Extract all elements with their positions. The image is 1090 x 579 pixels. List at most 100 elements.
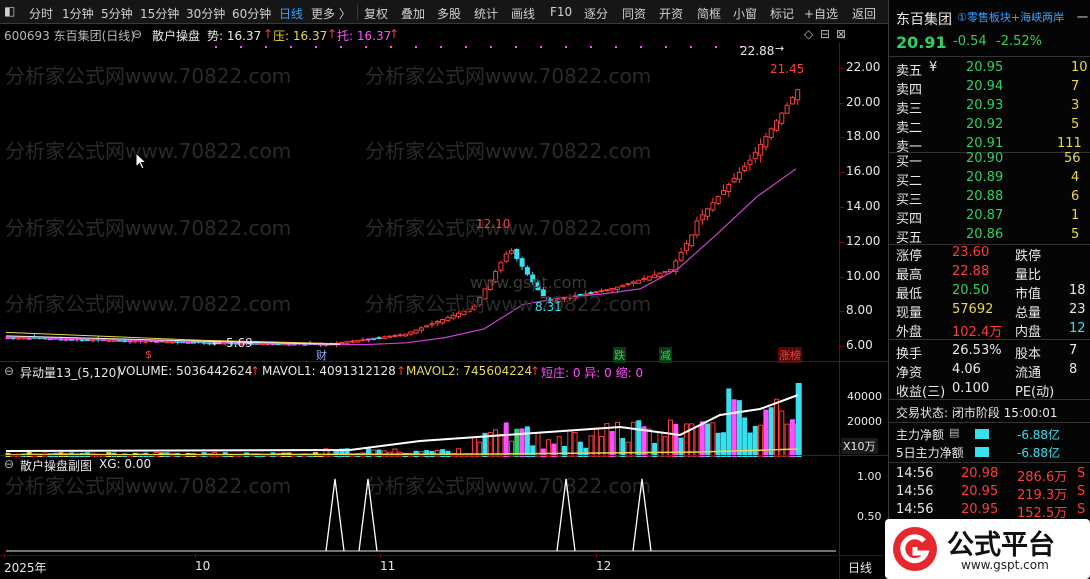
signal-dot bbox=[290, 46, 292, 48]
ask-row[interactable]: 卖五 ¥20.95 10 bbox=[889, 59, 1090, 79]
tab-1min[interactable]: 1分钟 bbox=[62, 7, 94, 21]
stat-row[interactable]: 外盘 102.4万 内盘 12 bbox=[889, 320, 1090, 340]
sub-indicator-name[interactable]: 散户操盘副图 bbox=[20, 459, 93, 473]
tick-row[interactable]: 14:56 20.95 219.3万 S bbox=[889, 483, 1090, 503]
stat-row[interactable]: 最高 22.88 量比 bbox=[889, 263, 1090, 283]
signal-dot bbox=[490, 46, 492, 48]
stat-row[interactable]: 涨停 23.60 跌停 bbox=[889, 244, 1090, 264]
signal-dot bbox=[315, 46, 317, 48]
candle-body bbox=[551, 299, 557, 302]
ask-mark: ¥ bbox=[929, 60, 938, 75]
restore-rights-button[interactable]: 复权 bbox=[364, 7, 389, 21]
candle-body bbox=[222, 342, 228, 345]
tab-fenshi[interactable]: 分时 bbox=[29, 7, 54, 21]
stat-row[interactable]: 最低 20.50 市值 18 bbox=[889, 282, 1090, 302]
fund-row[interactable]: 净资 4.06 流通 8 bbox=[889, 361, 1090, 381]
detail-icon[interactable]: ▤ bbox=[949, 426, 960, 439]
fund-row[interactable]: 收益(三) 0.100 PE(动) bbox=[889, 380, 1090, 400]
candlestick-chart[interactable] bbox=[0, 42, 888, 360]
finance-marker[interactable]: 财 bbox=[316, 349, 327, 362]
minimize-pane-icon[interactable]: ⊟ bbox=[820, 27, 831, 41]
same-fund-button[interactable]: 同资 bbox=[622, 7, 647, 21]
signal-dot bbox=[540, 46, 542, 48]
tab-5min[interactable]: 5分钟 bbox=[101, 7, 133, 21]
bid-row[interactable]: 买三 20.88 6 bbox=[889, 188, 1090, 208]
price-change: -0.54 bbox=[953, 34, 987, 49]
stat-label: 量比 bbox=[1015, 268, 1042, 283]
price-change-pct: -2.52% bbox=[996, 34, 1042, 49]
signal-spike bbox=[325, 478, 345, 552]
bid-row[interactable]: 买四 20.87 1 bbox=[889, 207, 1090, 227]
tick-volume: 152.5万 bbox=[1017, 506, 1068, 521]
tab-15min[interactable]: 15分钟 bbox=[140, 7, 180, 21]
add-watchlist-button[interactable]: +自选 bbox=[804, 7, 839, 21]
fund-row[interactable]: 换手 26.53% 股本 7 bbox=[889, 342, 1090, 362]
overlay-button[interactable]: 叠加 bbox=[401, 7, 426, 21]
indicator-name[interactable]: 散户操盘 bbox=[152, 29, 201, 43]
simple-frame-button[interactable]: 简框 bbox=[697, 7, 722, 21]
reduce-marker[interactable]: 减 bbox=[659, 347, 672, 363]
bid-price: 20.90 bbox=[966, 151, 1004, 166]
diamond-icon[interactable]: ◇ bbox=[804, 27, 814, 41]
candle-body bbox=[524, 267, 530, 275]
fund-label: PE(动) bbox=[1015, 385, 1055, 400]
price-tick-mark bbox=[839, 102, 844, 104]
volume-bar bbox=[774, 398, 779, 457]
candle-body bbox=[90, 339, 96, 342]
sector-tags[interactable]: ①零售板块+海峡两岸 bbox=[957, 11, 1065, 24]
signal-dot bbox=[690, 46, 692, 48]
bid-row[interactable]: 买五 20.86 5 bbox=[889, 226, 1090, 246]
fall-marker[interactable]: 跌 bbox=[613, 347, 626, 363]
tab-more[interactable]: 更多 〉 bbox=[311, 7, 351, 21]
small-window-button[interactable]: 小窗 bbox=[733, 7, 758, 21]
open-fund-button[interactable]: 开资 bbox=[659, 7, 684, 21]
collapse-icon[interactable]: ⊖ bbox=[4, 364, 15, 378]
collapse-icon[interactable]: ⊖ bbox=[4, 457, 15, 471]
tick-row[interactable]: 14:56 20.95 152.5万 S bbox=[889, 501, 1090, 521]
bid-row[interactable]: 买一 20.90 56 bbox=[889, 150, 1090, 170]
signal-dot bbox=[565, 46, 567, 48]
x-tick bbox=[195, 554, 196, 558]
signal-chart[interactable] bbox=[0, 471, 888, 556]
draw-line-button[interactable]: 画线 bbox=[511, 7, 536, 21]
rise-list-marker[interactable]: 涨榜 bbox=[778, 347, 802, 363]
price-tick-mark bbox=[839, 311, 844, 313]
tick-row[interactable]: 14:56 20.98 286.6万 S bbox=[889, 465, 1090, 485]
collapse-icon[interactable]: ⊖ bbox=[132, 27, 143, 41]
ask-row[interactable]: 卖四 20.94 7 bbox=[889, 78, 1090, 98]
bid-row[interactable]: 买二 20.89 4 bbox=[889, 169, 1090, 189]
period-minute-icon[interactable]: ◧ bbox=[4, 4, 16, 18]
tab-daily[interactable]: 日线 bbox=[279, 7, 304, 21]
ask-price: 20.94 bbox=[966, 79, 1004, 94]
x-tick bbox=[380, 554, 381, 558]
tab-30min[interactable]: 30分钟 bbox=[186, 7, 226, 21]
ask-row[interactable]: 卖二 20.92 5 bbox=[889, 116, 1090, 136]
close-pane-icon[interactable]: ⊠ bbox=[836, 27, 847, 41]
candle-body bbox=[530, 274, 536, 283]
watermark: 分析家公式网www.70822.com bbox=[365, 139, 652, 163]
ask-volume: 10 bbox=[1071, 60, 1088, 75]
volume-chart[interactable] bbox=[0, 379, 888, 457]
volume-indicator-name[interactable]: 异动量13_(5,120) bbox=[20, 366, 121, 380]
multi-stock-button[interactable]: 多股 bbox=[437, 7, 462, 21]
back-button[interactable]: 返回 bbox=[852, 7, 877, 21]
candle-body bbox=[201, 341, 207, 344]
ask-volume: 111 bbox=[1057, 136, 1082, 151]
tab-60min[interactable]: 60分钟 bbox=[232, 7, 272, 21]
ask-label: 卖四 bbox=[896, 83, 923, 98]
candle-body bbox=[763, 136, 769, 148]
f10-button[interactable]: F10 bbox=[550, 5, 573, 19]
stock-name[interactable]: 东百集团 bbox=[896, 12, 952, 28]
volume-bar bbox=[689, 423, 695, 457]
candle-body bbox=[715, 196, 721, 204]
per-minute-button[interactable]: 逐分 bbox=[584, 7, 609, 21]
stat-row[interactable]: 现量 57692 总量 23 bbox=[889, 301, 1090, 321]
tick-volume: 219.3万 bbox=[1017, 488, 1068, 503]
statistics-button[interactable]: 统计 bbox=[474, 7, 499, 21]
mark-button[interactable]: 标记 bbox=[770, 7, 795, 21]
ask-row[interactable]: 卖三 20.93 3 bbox=[889, 97, 1090, 117]
volume-bar bbox=[456, 448, 461, 457]
ask-row[interactable]: 卖一 20.91 111 bbox=[889, 135, 1090, 155]
chart-area[interactable]: 600693 东百集团(日线) ⊖ 散户操盘 势: 16.37 ↑ 压: 16.… bbox=[0, 24, 888, 579]
event-marker[interactable]: $ bbox=[145, 348, 152, 361]
